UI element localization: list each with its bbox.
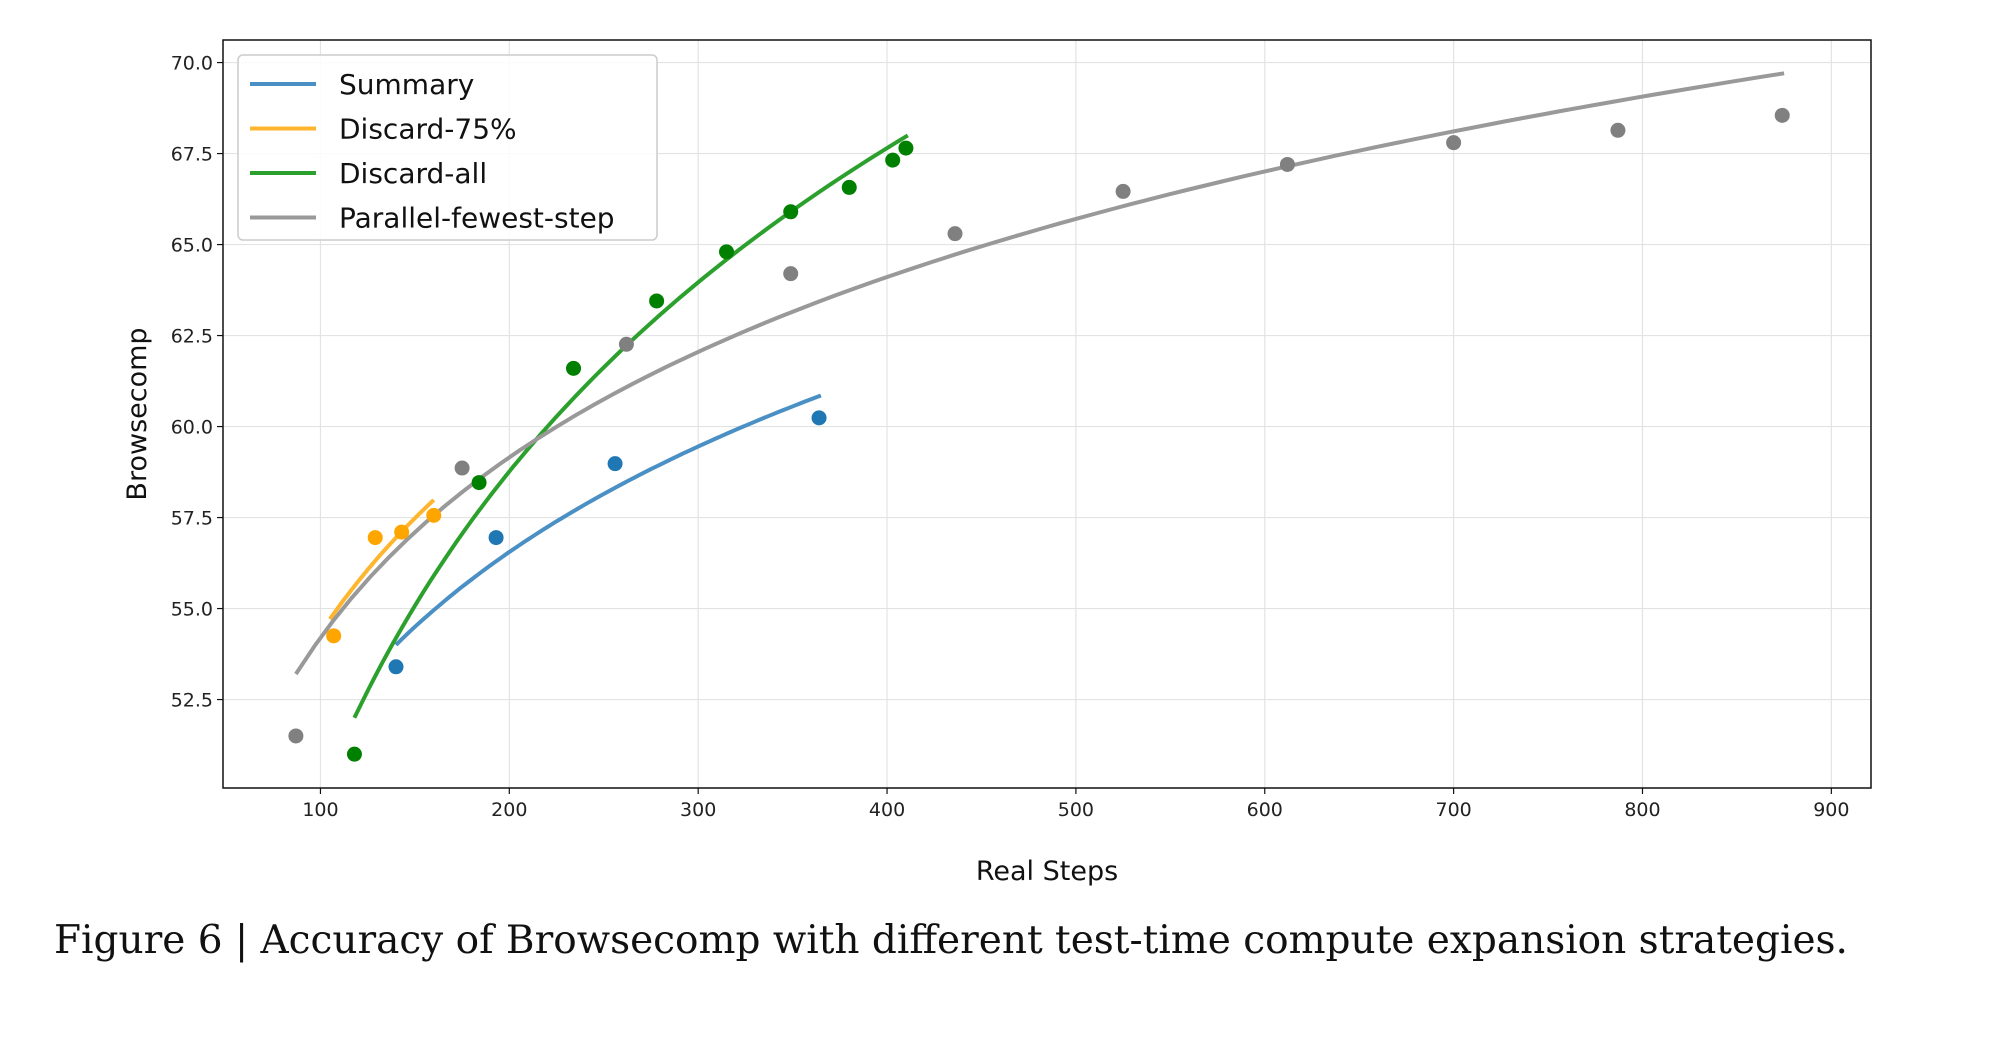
point-parallel-fewest-step — [618, 336, 634, 352]
point-parallel-fewest-step — [947, 226, 963, 242]
point-discard-75- — [326, 628, 342, 644]
legend-label: Parallel-fewest-step — [339, 202, 615, 235]
fit-line-discard-75- — [328, 498, 436, 621]
point-discard-all — [841, 179, 857, 195]
x-tick-label: 800 — [1624, 799, 1660, 821]
point-discard-75- — [426, 507, 442, 523]
x-tick-label: 900 — [1813, 799, 1849, 821]
y-tick-label: 55.0 — [171, 599, 213, 621]
y-tick-label: 60.0 — [171, 417, 213, 439]
y-tick-label: 57.5 — [171, 508, 213, 530]
grid — [223, 40, 1871, 788]
point-parallel-fewest-step — [454, 460, 470, 476]
y-tick-label: 67.5 — [171, 144, 213, 166]
legend-box — [237, 54, 658, 241]
figure-caption: Figure 6 | Accuracy of Browsecomp with d… — [54, 918, 1848, 963]
point-discard-all — [346, 746, 362, 762]
point-discard-all — [783, 204, 799, 220]
point-discard-all — [471, 475, 487, 491]
point-discard-all — [719, 244, 735, 260]
fit-line-summary — [394, 393, 822, 647]
legend-label: Summary — [339, 68, 474, 101]
point-parallel-fewest-step — [288, 728, 304, 744]
point-parallel-fewest-step — [783, 266, 799, 282]
x-tick-label: 200 — [491, 799, 527, 821]
ticks: 100 200 300 400 500 600 700 800 900 52.5 55.0 57.5 6… — [171, 53, 1850, 821]
x-tick-label: 700 — [1435, 799, 1471, 821]
point-parallel-fewest-step — [1115, 183, 1131, 199]
data-points — [288, 107, 1790, 762]
y-tick-label: 65.0 — [171, 235, 213, 257]
point-summary — [607, 456, 623, 472]
fit-line-parallel-fewest-step — [294, 71, 1785, 676]
y-axis-label: Browsecomp — [122, 327, 153, 500]
point-discard-all — [566, 360, 582, 376]
y-tick-label: 62.5 — [171, 326, 213, 348]
point-parallel-fewest-step — [1774, 107, 1790, 123]
point-discard-all — [885, 152, 901, 168]
x-tick-label: 100 — [302, 799, 338, 821]
x-tick-label: 600 — [1247, 799, 1283, 821]
x-tick-label: 400 — [869, 799, 905, 821]
legend: Summary Discard-75% Discard-all Parallel-fe… — [237, 54, 658, 241]
point-summary — [811, 410, 827, 426]
point-parallel-fewest-step — [1279, 156, 1295, 172]
plot-frame — [222, 39, 1872, 789]
legend-label: Discard-75% — [339, 113, 517, 146]
y-tick-label: 70.0 — [171, 53, 213, 75]
y-tick-label: 52.5 — [171, 690, 213, 712]
x-tick-label: 300 — [680, 799, 716, 821]
point-discard-75- — [394, 524, 410, 540]
legend-label: Discard-all — [339, 157, 487, 190]
point-summary — [488, 530, 504, 546]
x-axis-label: Real Steps — [976, 856, 1118, 887]
point-summary — [388, 659, 404, 675]
point-discard-75- — [367, 530, 383, 546]
point-discard-all — [898, 140, 914, 156]
x-tick-label: 500 — [1058, 799, 1094, 821]
point-parallel-fewest-step — [1446, 135, 1462, 151]
point-parallel-fewest-step — [1610, 122, 1626, 138]
point-discard-all — [649, 293, 665, 309]
